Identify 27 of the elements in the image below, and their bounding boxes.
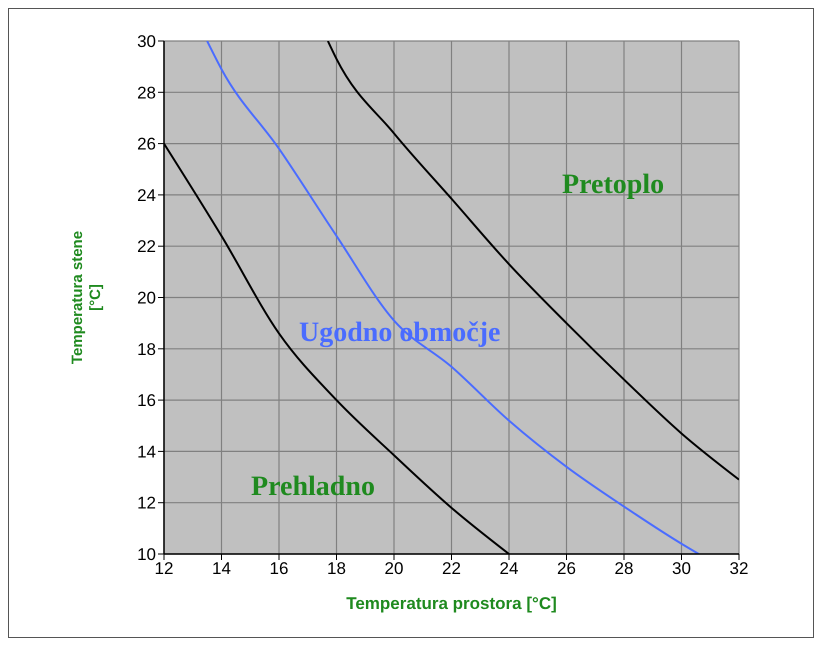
x-tick-label: 26 <box>557 559 576 578</box>
y-axis-title: Temperatura stene [°C] <box>69 230 104 364</box>
x-tick-label: 12 <box>154 559 174 578</box>
y-tick-label: 28 <box>137 83 156 102</box>
annotation: Prehladno <box>251 471 375 503</box>
x-tick-label: 28 <box>614 559 634 578</box>
y-tick-label: 20 <box>137 288 156 308</box>
annotation: Pretoplo <box>562 169 664 201</box>
x-tick-label: 18 <box>327 559 346 578</box>
y-tick-label: 30 <box>137 32 156 52</box>
x-axis-title: Temperatura prostora [°C] <box>346 594 557 613</box>
y-tick-label: 26 <box>137 134 156 154</box>
x-tick-label: 32 <box>730 559 748 578</box>
x-tick-label: 14 <box>212 559 231 578</box>
line-series <box>206 41 700 554</box>
y-tick-label: 14 <box>137 442 156 462</box>
y-tick-label: 18 <box>137 340 156 359</box>
y-tick-label: 10 <box>137 545 156 564</box>
x-tick-label: 30 <box>672 559 691 578</box>
y-tick-label: 16 <box>137 391 156 410</box>
x-tick-label: 24 <box>500 559 518 578</box>
y-tick-label: 22 <box>137 237 156 256</box>
x-tick-label: 20 <box>384 559 404 578</box>
x-tick-label: 22 <box>442 559 461 578</box>
x-tick-label: 16 <box>270 559 288 578</box>
y-tick-label: 24 <box>137 186 156 205</box>
y-tick-label: 12 <box>137 494 156 513</box>
